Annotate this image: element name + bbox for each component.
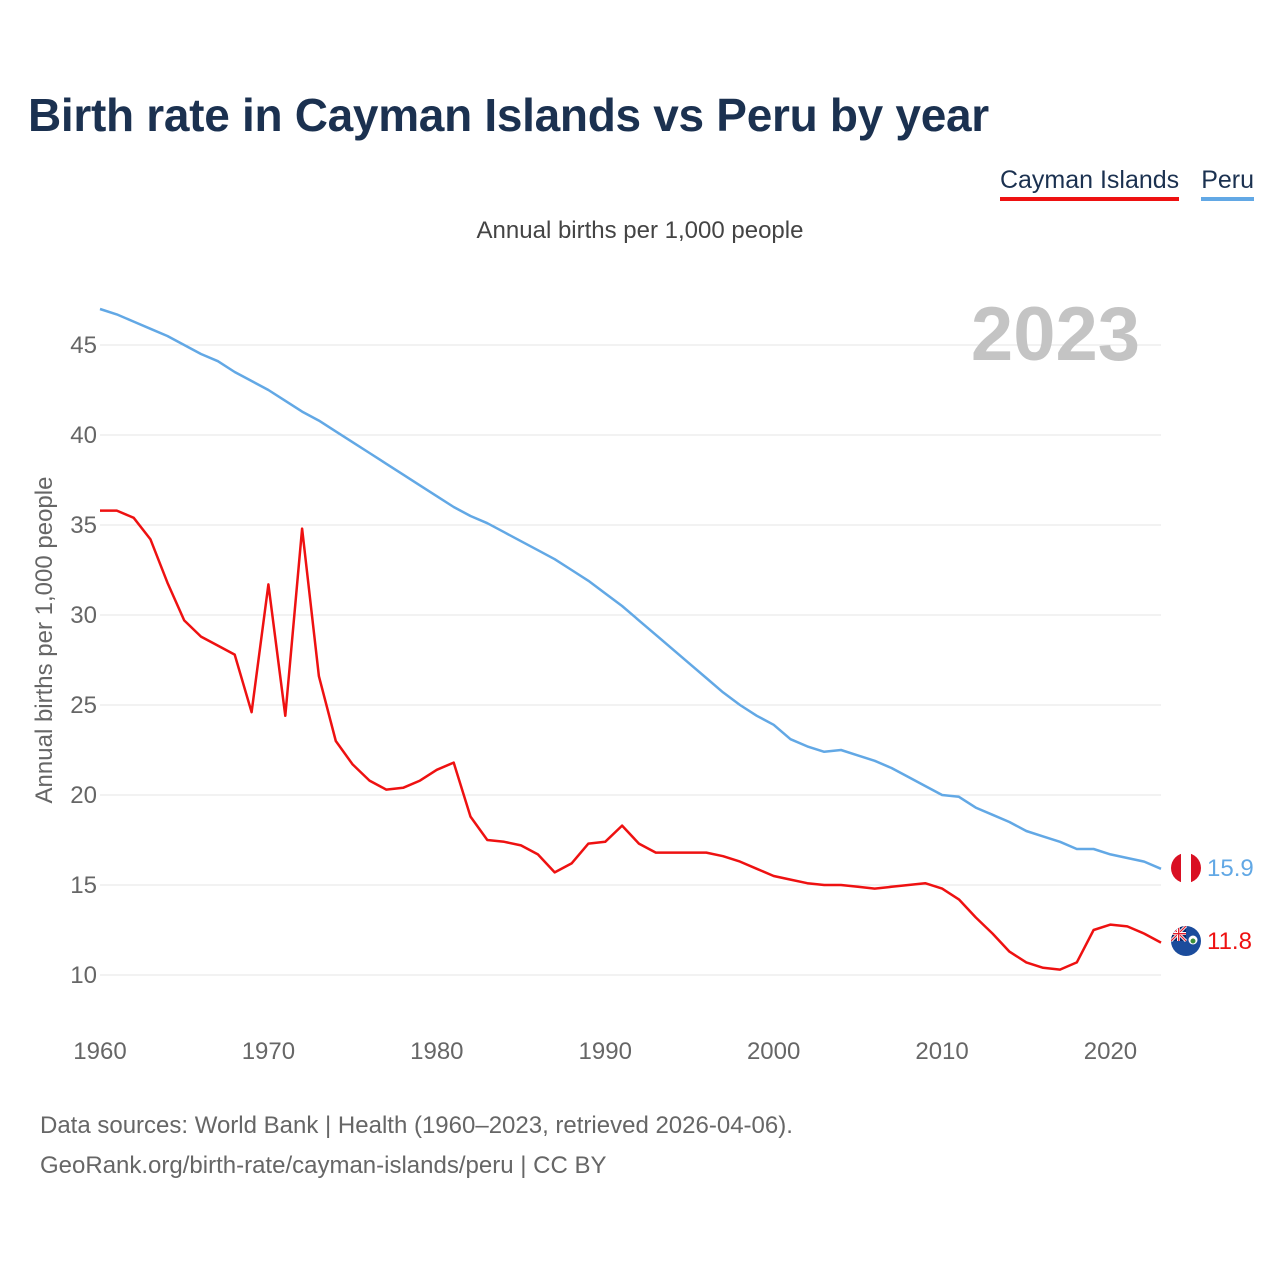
grid bbox=[100, 344, 1161, 976]
series-lines bbox=[99, 307, 1162, 971]
y-tick-label: 30 bbox=[70, 602, 97, 629]
y-axis-ticks: 10 15 20 25 30 35 40 45 bbox=[70, 332, 97, 989]
legend: Cayman Islands Peru bbox=[999, 166, 1254, 201]
y-tick-label: 20 bbox=[70, 782, 97, 809]
x-tick-label: 2000 bbox=[747, 1038, 800, 1065]
end-value-label-peru: 15.9 bbox=[1207, 855, 1254, 882]
x-axis-ticks: 1960 1970 1980 1990 2000 2010 2020 bbox=[73, 1038, 1137, 1065]
cayman-flag-icon bbox=[1171, 926, 1201, 956]
line-chart: 10 15 20 25 30 35 40 45 1960 1970 1980 1990 2000 201… bbox=[31, 292, 1254, 1065]
x-tick-label: 2010 bbox=[915, 1038, 968, 1065]
chart-title: Birth rate in Cayman Islands vs Peru by … bbox=[28, 89, 989, 141]
x-tick-label: 1990 bbox=[579, 1038, 632, 1065]
x-tick-label: 1980 bbox=[410, 1038, 463, 1065]
y-tick-label: 15 bbox=[70, 872, 97, 899]
legend-item-cayman-islands[interactable]: Cayman Islands bbox=[999, 166, 1180, 201]
series-line-peru bbox=[99, 307, 1162, 870]
x-tick-label: 1970 bbox=[242, 1038, 295, 1065]
legend-item-peru[interactable]: Peru bbox=[1201, 166, 1254, 201]
series-line-cayman-islands bbox=[100, 509, 1162, 971]
year-indicator: 2023 bbox=[971, 292, 1140, 377]
y-tick-label: 35 bbox=[70, 512, 97, 539]
footer-link[interactable]: GeoRank.org/birth-rate/cayman-islands/pe… bbox=[40, 1152, 607, 1179]
chart-subtitle: Annual births per 1,000 people bbox=[476, 217, 804, 244]
y-axis-label: Annual births per 1,000 people bbox=[31, 477, 58, 804]
footer: Data sources: World Bank | Health (1960–… bbox=[40, 1106, 793, 1186]
peru-flag-icon bbox=[1171, 853, 1201, 883]
x-tick-label: 1960 bbox=[73, 1038, 126, 1065]
y-tick-label: 40 bbox=[70, 422, 97, 449]
x-tick-label: 2020 bbox=[1084, 1038, 1137, 1065]
footer-sources: Data sources: World Bank | Health (1960–… bbox=[40, 1112, 793, 1139]
y-tick-label: 45 bbox=[70, 332, 97, 359]
y-tick-label: 25 bbox=[70, 692, 97, 719]
y-tick-label: 10 bbox=[70, 962, 97, 989]
end-value-label-cayman-islands: 11.8 bbox=[1207, 928, 1252, 955]
